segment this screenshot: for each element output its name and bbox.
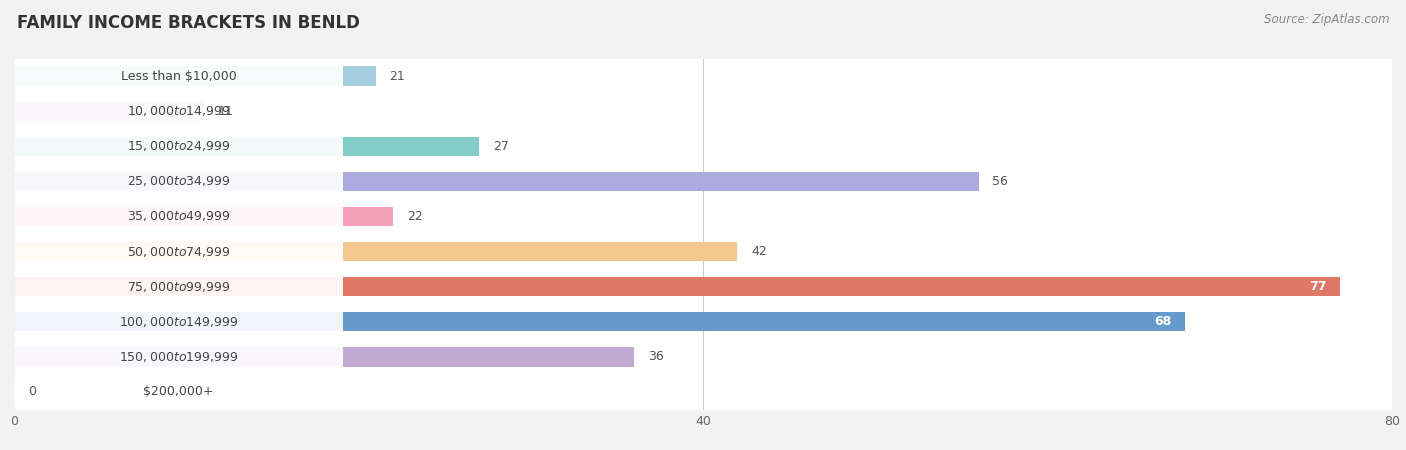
Bar xyxy=(14,67,375,86)
FancyBboxPatch shape xyxy=(14,87,343,135)
Text: $25,000 to $34,999: $25,000 to $34,999 xyxy=(127,174,231,189)
Bar xyxy=(14,137,479,156)
FancyBboxPatch shape xyxy=(14,374,1392,410)
Bar xyxy=(14,312,1185,331)
FancyBboxPatch shape xyxy=(14,199,1392,234)
FancyBboxPatch shape xyxy=(14,368,343,416)
Text: $35,000 to $49,999: $35,000 to $49,999 xyxy=(127,209,231,224)
FancyBboxPatch shape xyxy=(14,122,343,170)
FancyBboxPatch shape xyxy=(14,129,1392,164)
Bar xyxy=(14,277,1340,296)
Text: Less than $10,000: Less than $10,000 xyxy=(121,70,236,82)
FancyBboxPatch shape xyxy=(14,94,1392,129)
Bar xyxy=(14,102,204,121)
Text: $10,000 to $14,999: $10,000 to $14,999 xyxy=(127,104,231,118)
Text: 22: 22 xyxy=(406,210,423,223)
FancyBboxPatch shape xyxy=(14,52,343,100)
FancyBboxPatch shape xyxy=(14,333,343,381)
FancyBboxPatch shape xyxy=(14,228,343,275)
Bar xyxy=(14,207,394,226)
FancyBboxPatch shape xyxy=(14,58,1392,94)
FancyBboxPatch shape xyxy=(14,164,1392,199)
FancyBboxPatch shape xyxy=(14,234,1392,269)
Text: 36: 36 xyxy=(648,351,664,363)
Bar xyxy=(14,347,634,366)
Text: 56: 56 xyxy=(993,175,1008,188)
Text: Source: ZipAtlas.com: Source: ZipAtlas.com xyxy=(1264,14,1389,27)
Text: $15,000 to $24,999: $15,000 to $24,999 xyxy=(127,139,231,153)
Text: 21: 21 xyxy=(389,70,405,82)
Bar xyxy=(14,172,979,191)
Text: 68: 68 xyxy=(1154,315,1171,328)
FancyBboxPatch shape xyxy=(14,158,343,205)
Text: 0: 0 xyxy=(28,386,35,398)
Text: 11: 11 xyxy=(218,105,233,117)
FancyBboxPatch shape xyxy=(14,193,343,240)
Text: 42: 42 xyxy=(751,245,768,258)
Text: $150,000 to $199,999: $150,000 to $199,999 xyxy=(120,350,238,364)
FancyBboxPatch shape xyxy=(14,304,1392,339)
FancyBboxPatch shape xyxy=(14,269,1392,304)
Text: $50,000 to $74,999: $50,000 to $74,999 xyxy=(127,244,231,259)
Text: 27: 27 xyxy=(494,140,509,153)
Text: FAMILY INCOME BRACKETS IN BENLD: FAMILY INCOME BRACKETS IN BENLD xyxy=(17,14,360,32)
FancyBboxPatch shape xyxy=(14,298,343,346)
Text: 77: 77 xyxy=(1309,280,1326,293)
Text: $200,000+: $200,000+ xyxy=(143,386,214,398)
Text: $75,000 to $99,999: $75,000 to $99,999 xyxy=(127,279,231,294)
FancyBboxPatch shape xyxy=(14,339,1392,374)
FancyBboxPatch shape xyxy=(14,263,343,310)
Text: $100,000 to $149,999: $100,000 to $149,999 xyxy=(120,315,238,329)
Bar xyxy=(14,242,738,261)
